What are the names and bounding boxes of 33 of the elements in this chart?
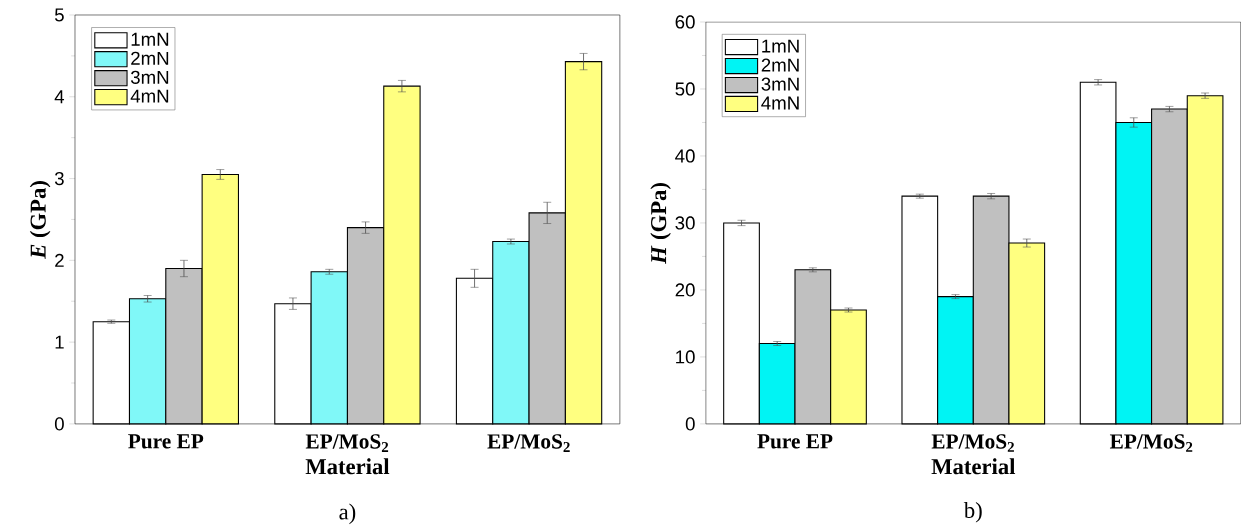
y-tick-label: 5 — [54, 8, 64, 22]
x-tick-label: Pure EP — [128, 434, 204, 449]
y-tick-label: 0 — [54, 417, 64, 431]
y-tick-label: 20 — [675, 283, 695, 297]
legend-label: 2mN — [131, 51, 169, 65]
legend-label: 4mN — [761, 96, 799, 110]
text: a) — [339, 503, 356, 525]
x-tick-label: Pure EP — [757, 434, 833, 449]
legend-label: 4mN — [130, 89, 169, 103]
legend-label: 3mN — [761, 77, 799, 91]
y-axis-title: H (GPa) — [650, 183, 671, 265]
y-tick-label: 40 — [675, 149, 695, 163]
y-tick-label: 2 — [55, 253, 64, 267]
text: b) — [963, 502, 982, 523]
y-tick-label: 50 — [675, 82, 695, 96]
x-axis-title: Material — [931, 458, 1016, 475]
y-tick-label: 1 — [55, 335, 64, 349]
y-tick-label: 4 — [54, 90, 65, 104]
x-tick-label: EP/MoS$_{2}$ — [1109, 434, 1193, 452]
x-tick-label: EP/MoS$_{2}$ — [487, 434, 570, 452]
legend-label: 1mN — [131, 32, 169, 46]
y-axis-title: E (GPa) — [29, 181, 51, 260]
x-axis-title: Material — [305, 458, 390, 475]
legend-label: 1mN — [762, 39, 799, 53]
x-tick-label: EP/MoS$_{2}$ — [305, 434, 389, 452]
y-tick-label: 60 — [675, 15, 695, 29]
y-tick-label: 30 — [675, 216, 695, 230]
y-tick-label: 0 — [685, 417, 695, 431]
legend-label: 2mN — [761, 58, 799, 72]
x-tick-label: EP/MoS$_{2}$ — [931, 434, 1014, 452]
legend-label: 3mN — [130, 70, 169, 84]
y-tick-label: 3 — [54, 171, 64, 186]
y-tick-label: 10 — [676, 350, 695, 364]
